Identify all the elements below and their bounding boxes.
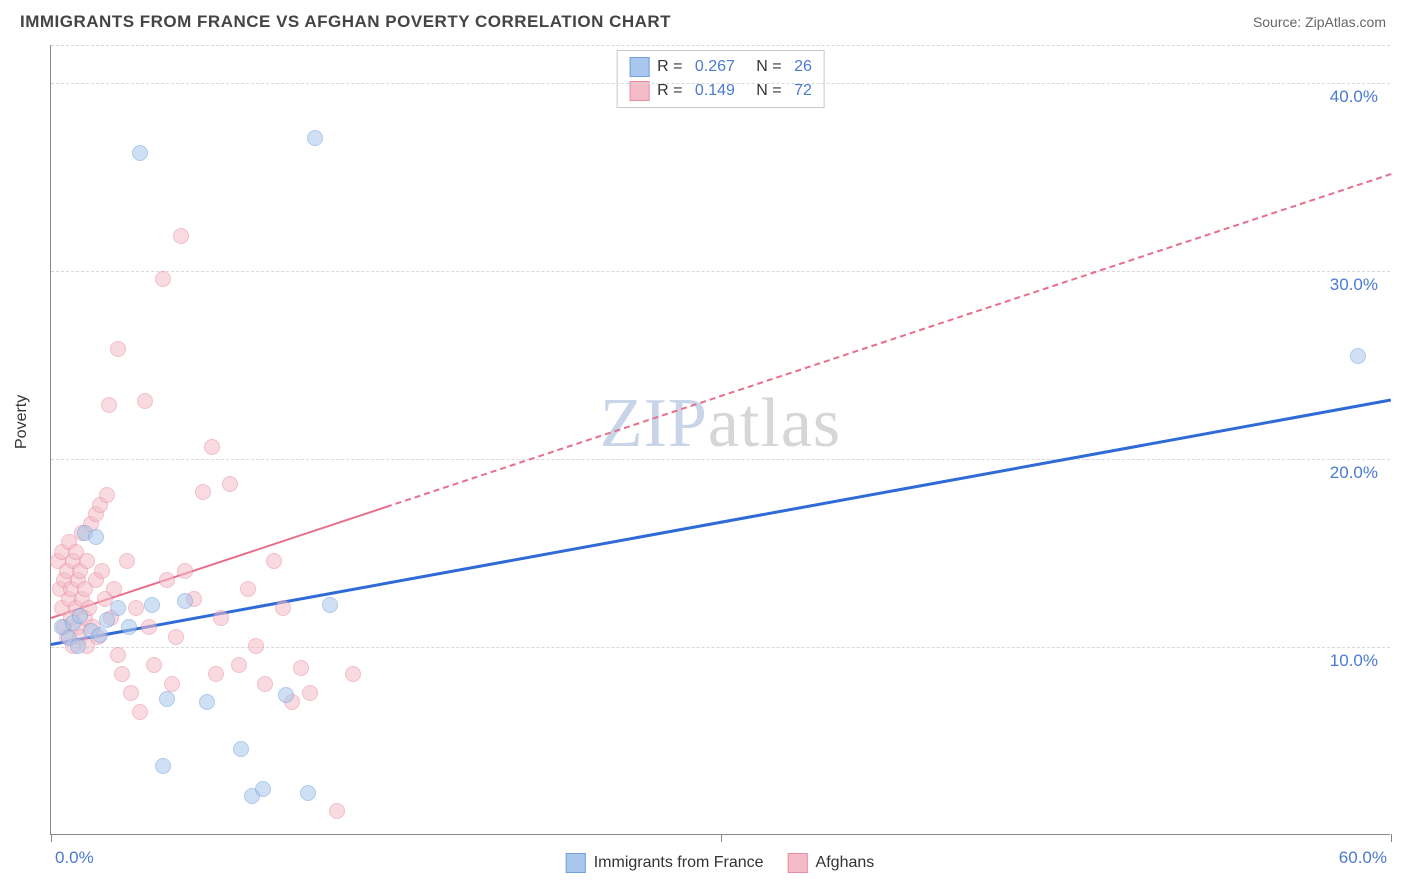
- data-point: [329, 803, 345, 819]
- y-tick-label: 30.0%: [1330, 275, 1378, 295]
- data-point: [114, 666, 130, 682]
- data-point: [345, 666, 361, 682]
- x-tick: [51, 834, 52, 842]
- data-point: [141, 619, 157, 635]
- source-attribution: Source: ZipAtlas.com: [1253, 14, 1386, 30]
- gridline: [51, 459, 1390, 460]
- data-point: [266, 553, 282, 569]
- data-point: [92, 627, 108, 643]
- data-point: [137, 393, 153, 409]
- data-point: [101, 397, 117, 413]
- data-point: [88, 529, 104, 545]
- data-point: [173, 228, 189, 244]
- legend-swatch: [788, 853, 808, 873]
- data-point: [257, 676, 273, 692]
- legend-swatch: [566, 853, 586, 873]
- data-point: [146, 657, 162, 673]
- legend-swatch: [629, 81, 649, 101]
- y-tick-label: 40.0%: [1330, 87, 1378, 107]
- data-point: [222, 476, 238, 492]
- data-point: [208, 666, 224, 682]
- x-tick-label: 60.0%: [1339, 848, 1387, 868]
- y-tick-label: 20.0%: [1330, 463, 1378, 483]
- data-point: [110, 600, 126, 616]
- data-point: [79, 553, 95, 569]
- data-point: [233, 741, 249, 757]
- legend-item: Immigrants from France: [566, 853, 764, 873]
- legend-correlation: R = 0.267 N = 26R = 0.149 N = 72: [616, 50, 825, 108]
- legend-r-label: R =: [657, 82, 687, 100]
- chart-title: IMMIGRANTS FROM FRANCE VS AFGHAN POVERTY…: [20, 12, 671, 32]
- legend-n-label: N =: [743, 58, 786, 76]
- data-point: [199, 694, 215, 710]
- y-tick-label: 10.0%: [1330, 651, 1378, 671]
- legend-item: Afghans: [788, 853, 875, 873]
- legend-r-value: 0.149: [695, 82, 735, 100]
- trend-line: [386, 173, 1392, 508]
- data-point: [110, 341, 126, 357]
- data-point: [164, 676, 180, 692]
- legend-row: R = 0.267 N = 26: [629, 55, 812, 79]
- x-tick: [721, 834, 722, 842]
- legend-series: Immigrants from France Afghans: [566, 853, 875, 873]
- data-point: [119, 553, 135, 569]
- legend-item-label: Immigrants from France: [594, 854, 764, 872]
- x-tick-label: 0.0%: [55, 848, 94, 868]
- watermark-zip: ZIP: [600, 385, 708, 462]
- data-point: [231, 657, 247, 673]
- data-point: [155, 758, 171, 774]
- chart-container: ZIPatlas R = 0.267 N = 26R = 0.149 N = 7…: [50, 45, 1390, 835]
- watermark-atlas: atlas: [708, 385, 841, 462]
- header: IMMIGRANTS FROM FRANCE VS AFGHAN POVERTY…: [0, 0, 1406, 40]
- data-point: [177, 563, 193, 579]
- data-point: [322, 597, 338, 613]
- data-point: [72, 608, 88, 624]
- gridline: [51, 271, 1390, 272]
- legend-n-value: 26: [794, 58, 812, 76]
- plot-area: ZIPatlas R = 0.267 N = 26R = 0.149 N = 7…: [50, 45, 1390, 835]
- data-point: [110, 647, 126, 663]
- data-point: [70, 638, 86, 654]
- data-point: [99, 487, 115, 503]
- data-point: [121, 619, 137, 635]
- legend-item-label: Afghans: [816, 854, 875, 872]
- data-point: [248, 638, 264, 654]
- data-point: [128, 600, 144, 616]
- legend-r-value: 0.267: [695, 58, 735, 76]
- data-point: [275, 600, 291, 616]
- data-point: [240, 581, 256, 597]
- data-point: [293, 660, 309, 676]
- data-point: [106, 581, 122, 597]
- data-point: [1350, 348, 1366, 364]
- data-point: [94, 563, 110, 579]
- data-point: [204, 439, 220, 455]
- data-point: [159, 691, 175, 707]
- source-prefix: Source:: [1253, 14, 1305, 30]
- data-point: [300, 785, 316, 801]
- data-point: [168, 629, 184, 645]
- gridline: [51, 45, 1390, 46]
- gridline: [51, 83, 1390, 84]
- x-tick: [1391, 834, 1392, 842]
- data-point: [144, 597, 160, 613]
- trend-line: [51, 399, 1392, 646]
- data-point: [123, 685, 139, 701]
- data-point: [255, 781, 271, 797]
- legend-r-label: R =: [657, 58, 687, 76]
- data-point: [213, 610, 229, 626]
- data-point: [132, 145, 148, 161]
- y-axis-label: Poverty: [13, 395, 31, 449]
- data-point: [195, 484, 211, 500]
- source-name: ZipAtlas.com: [1305, 14, 1386, 30]
- data-point: [155, 271, 171, 287]
- legend-n-label: N =: [743, 82, 786, 100]
- data-point: [307, 130, 323, 146]
- legend-swatch: [629, 57, 649, 77]
- data-point: [177, 593, 193, 609]
- data-point: [159, 572, 175, 588]
- data-point: [132, 704, 148, 720]
- data-point: [278, 687, 294, 703]
- data-point: [302, 685, 318, 701]
- legend-n-value: 72: [794, 82, 812, 100]
